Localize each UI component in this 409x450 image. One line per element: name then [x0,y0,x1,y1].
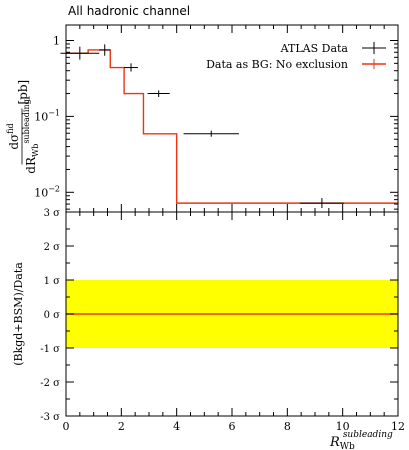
x-tick-label: 12 [391,420,405,433]
ratio-y-tick-label: 1 σ [44,276,61,287]
ratio-panel: 3 σ 2 σ 1 σ 0 σ -1 σ -2 σ -3 σ0 2 4 6 8 10 12 [40,208,405,433]
ratio-y-tick-label: 2 σ [44,242,61,253]
x-tick-label: 0 [63,420,70,433]
top-panel: 10−2 10−1 1 [34,24,399,213]
chart-title: All hadronic channel [68,4,190,18]
mc-step-line [66,49,398,204]
top-y-label-unit: [pb] [16,80,30,105]
x-tick-label: 10 [336,420,350,433]
x-tick-label: 6 [229,420,236,433]
data-point [147,90,170,98]
ratio-y-tick-label: 3 σ [44,208,61,219]
ratio-y-tick-label: -2 σ [40,378,60,389]
data-point [99,44,111,56]
x-tick-label: 4 [173,420,180,433]
x-tick-label: 2 [118,420,125,433]
legend-label-mc: Data as BG: No exclusion [206,58,348,71]
data-point [299,198,345,209]
data-point [183,130,239,137]
ratio-y-axis-label: (Bkgd+BSM)/Data [12,262,25,366]
legend: ATLAS Data Data as BG: No exclusion [206,42,386,71]
x-axis-label: RWbsubleading [329,430,393,450]
data-point [124,63,138,72]
top-y-tick-label: 10−1 [34,108,60,123]
ratio-y-tick-label: -3 σ [40,412,60,423]
top-y-label-denominator: dRWbsubleading [22,99,40,173]
ratio-y-tick-label: -1 σ [40,344,60,355]
top-frame [65,24,399,213]
top-y-label-numerator: dσfid [6,123,21,149]
legend-label-data: ATLAS Data [280,42,349,55]
x-axis-label-text: RWbsubleading [329,430,393,450]
ratio-y-tick-label: 0 σ [44,310,61,321]
ratio-y-label: (Bkgd+BSM)/Data [12,262,25,366]
top-y-tick-label: 1 [53,34,60,47]
data-point [60,46,100,60]
top-y-tick-label: 10−2 [34,184,60,199]
x-tick-label: 8 [284,420,291,433]
